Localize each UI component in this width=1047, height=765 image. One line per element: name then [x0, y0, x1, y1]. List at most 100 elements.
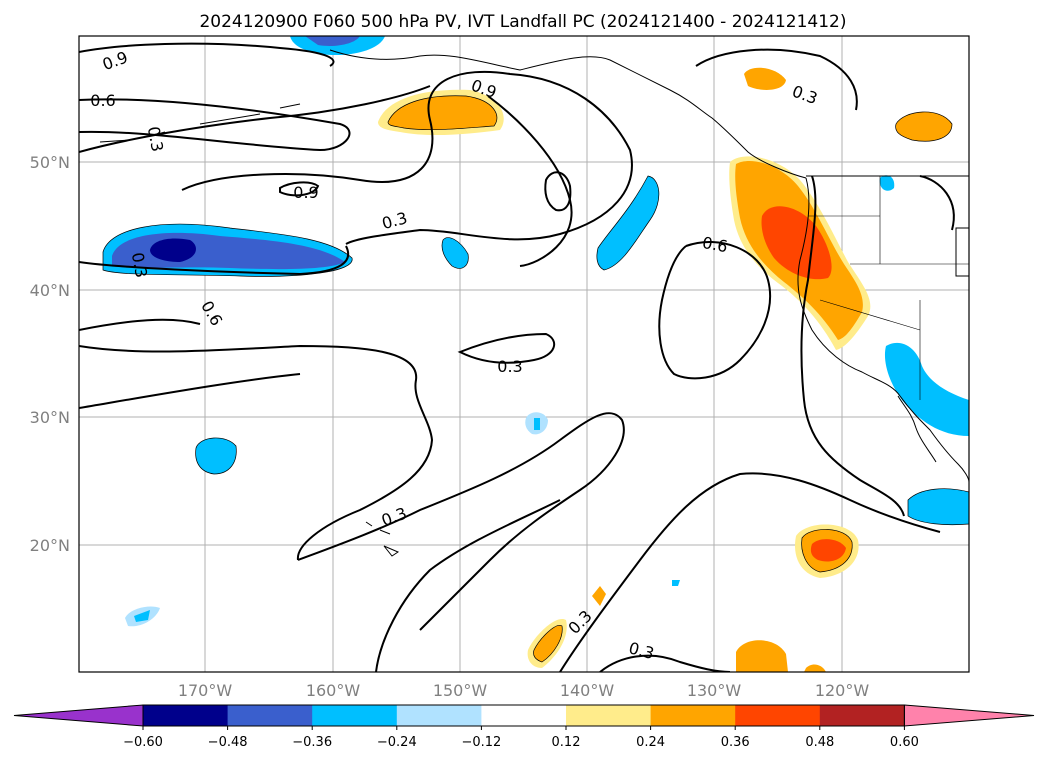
lat-label-20n: 20°N: [30, 536, 70, 555]
colorbar-extend-max: [903, 704, 1035, 727]
contour-label: 0.3: [144, 125, 167, 153]
contour-0.9-mid: [181, 70, 633, 245]
contour-0.3-southwest-2: [375, 499, 561, 672]
colorbar-segment: [143, 705, 229, 726]
contour-label: 0.6: [701, 233, 729, 256]
figure-title: 2024120900 F060 500 hPa PV, IVT Landfall…: [199, 12, 846, 32]
contour-0.6-north: [79, 98, 351, 152]
hawaii-islands: [365, 521, 400, 557]
lon-label-170w: 170°W: [178, 681, 233, 700]
pos-region-southeast: [736, 640, 788, 672]
pv-contours: [79, 42, 955, 672]
neg-region-bc-coast: [879, 175, 895, 191]
lon-label-150w: 150°W: [433, 681, 488, 700]
colorbar-tick-label: −0.60: [123, 735, 163, 750]
colorbar-tick-label: −0.12: [461, 735, 501, 750]
neg-region-south-core: [134, 610, 150, 622]
neg-region-hawaii-north: [195, 437, 237, 474]
pos-region-south: [533, 625, 563, 662]
contour-0.3-bottom: [599, 654, 731, 672]
colorbar-tick-label: −0.36: [292, 735, 332, 750]
neg-region-140w: [596, 176, 659, 270]
contour-ne-arc: [919, 175, 955, 231]
lon-label-160w: 160°W: [306, 681, 361, 700]
contour-0.3-north: [79, 85, 431, 153]
contour-0.9-north: [79, 42, 335, 67]
pos-region-canada: [895, 111, 952, 142]
colorbar-segment: [396, 705, 482, 726]
map-frame: [78, 35, 970, 673]
colorbar-segment: [481, 705, 567, 726]
neg-region-mexico: [908, 488, 969, 525]
lat-label-40n: 40°N: [30, 281, 70, 300]
colorbar-segment: [650, 705, 736, 726]
outline-neg-140w: [596, 175, 660, 271]
contour-label: 0.3: [497, 357, 522, 376]
contour-0.6-west: [79, 318, 201, 331]
lon-labels: 170°W 160°W 150°W 140°W 130°W 120°W: [178, 681, 870, 700]
colorbar-segment: [735, 705, 821, 726]
pos-region-gulf-alaska: [388, 95, 497, 130]
contour-0.9-closed: [279, 181, 320, 197]
neg-region-150w: [442, 237, 469, 269]
contour-0.3-southeast: [559, 472, 941, 672]
contour-label: 0.6: [90, 91, 115, 110]
contour-0.6-southwest: [79, 344, 434, 561]
colorbar-extend-min: [13, 704, 144, 727]
colorbar-segment: [227, 705, 313, 726]
pos-region-small: [592, 586, 606, 606]
colorbar-tick-label: 0.24: [636, 735, 665, 750]
lon-label-140w: 140°W: [560, 681, 615, 700]
neg-region-california: [884, 342, 969, 436]
contour-0.3-southwest: [79, 373, 301, 409]
outline-neg-west: [102, 223, 353, 277]
coastlines: [99, 49, 969, 557]
outline-neg-hawaii-north: [195, 437, 237, 475]
coastline-alaska: [329, 49, 807, 179]
lat-labels: 50°N 40°N 30°N 20°N: [30, 153, 70, 555]
colorbar-tick-label: −0.24: [377, 735, 417, 750]
outline-pos-canada: [895, 111, 953, 142]
neg-region-30n-core: [534, 418, 540, 430]
colorbar-segment: [566, 705, 652, 726]
outline-pos-hawaii-east: [801, 529, 853, 573]
colorbar-tick-label: 0.60: [890, 735, 919, 750]
colorbar-segment: [312, 705, 398, 726]
contour-0.3-south: [297, 412, 625, 631]
map-panel: 0.9 0.6 0.3 0.9 0.9 0.3 0.3 0.6 0.6 0.3 …: [78, 35, 970, 673]
contour-0.3-center: [487, 95, 573, 267]
contour-label: 0.9: [293, 183, 318, 202]
outline-pos-south: [533, 625, 563, 663]
colorbar-tick-label: 0.36: [721, 735, 750, 750]
lat-label-50n: 50°N: [30, 153, 70, 172]
coastline-baja: [897, 395, 937, 463]
map-background: [79, 36, 969, 672]
shading-outlines: [102, 95, 969, 663]
contour-0.3-closed: [457, 332, 556, 364]
contour-0.3-west: [79, 245, 350, 276]
pos-region-alaska-panhandle: [744, 67, 786, 90]
lon-label-130w: 130°W: [687, 681, 742, 700]
neg-region-pacific-west-peak: [150, 238, 196, 262]
pos-region-hawaii-east-core: [810, 539, 846, 562]
contour-0.3-ne: [695, 48, 858, 111]
state-borders: [808, 176, 969, 400]
contour-label: 0.3: [128, 251, 151, 279]
coastline-north-america: [797, 177, 969, 483]
colorbar-segment: [819, 705, 905, 726]
outline-neg-mexico: [907, 488, 969, 526]
contour-0.6-coast: [800, 175, 905, 517]
border-box: [955, 227, 969, 277]
neg-region-north-core: [305, 36, 360, 46]
colorbar-tick-label: 0.48: [805, 735, 834, 750]
colorbar-tick-label: −0.48: [208, 735, 248, 750]
pos-region-southeast-edge: [804, 664, 826, 672]
negative-shading: [103, 36, 969, 627]
colorbar: −0.60 −0.48 −0.36 −0.24 −0.12 0.12 0.24 0.36 0.4…: [13, 704, 1035, 750]
colorbar-tick-label: 0.12: [552, 735, 581, 750]
neg-region-small: [672, 580, 680, 586]
lon-label-120w: 120°W: [815, 681, 870, 700]
lat-label-30n: 30°N: [30, 408, 70, 427]
colorbar-frame: [142, 704, 905, 727]
